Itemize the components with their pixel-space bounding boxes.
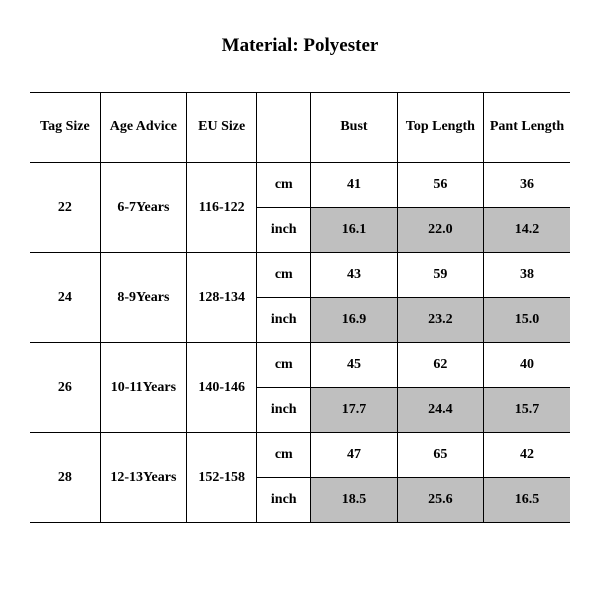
cell-eu-size: 116-122 [187, 163, 257, 253]
cell-eu-size: 140-146 [187, 343, 257, 433]
cell-pant-cm: 38 [484, 253, 570, 298]
cell-top-cm: 65 [397, 433, 483, 478]
cell-unit-cm: cm [257, 253, 311, 298]
cell-eu-size: 152-158 [187, 433, 257, 523]
cell-bust-cm: 45 [311, 343, 397, 388]
cell-top-inch: 24.4 [397, 388, 483, 433]
page: Material: Polyester Tag Size Age Advice … [0, 0, 600, 600]
cell-bust-inch: 18.5 [311, 478, 397, 523]
col-top-length: Top Length [397, 93, 483, 163]
cell-bust-inch: 17.7 [311, 388, 397, 433]
cell-bust-cm: 47 [311, 433, 397, 478]
cell-tag-size: 22 [30, 163, 100, 253]
col-bust: Bust [311, 93, 397, 163]
cell-bust-cm: 41 [311, 163, 397, 208]
cell-unit-cm: cm [257, 433, 311, 478]
cell-bust-inch: 16.1 [311, 208, 397, 253]
cell-age-advice: 6-7Years [100, 163, 186, 253]
cell-unit-inch: inch [257, 478, 311, 523]
cell-age-advice: 12-13Years [100, 433, 186, 523]
cell-unit-inch: inch [257, 298, 311, 343]
cell-top-inch: 22.0 [397, 208, 483, 253]
cell-top-cm: 62 [397, 343, 483, 388]
cell-unit-cm: cm [257, 343, 311, 388]
col-pant-length: Pant Length [484, 93, 570, 163]
cell-unit-cm: cm [257, 163, 311, 208]
cell-bust-inch: 16.9 [311, 298, 397, 343]
cell-top-inch: 25.6 [397, 478, 483, 523]
col-tag-size: Tag Size [30, 93, 100, 163]
col-unit [257, 93, 311, 163]
cell-unit-inch: inch [257, 388, 311, 433]
cell-age-advice: 10-11Years [100, 343, 186, 433]
cell-unit-inch: inch [257, 208, 311, 253]
cell-pant-inch: 14.2 [484, 208, 570, 253]
cell-pant-cm: 36 [484, 163, 570, 208]
cell-pant-cm: 40 [484, 343, 570, 388]
cell-top-cm: 56 [397, 163, 483, 208]
cell-top-inch: 23.2 [397, 298, 483, 343]
cell-pant-inch: 15.7 [484, 388, 570, 433]
col-age-advice: Age Advice [100, 93, 186, 163]
table-row: 2812-13Years152-158cm476542 [30, 433, 570, 478]
table-body: 226-7Years116-122cm415636inch16.122.014.… [30, 163, 570, 523]
table-header-row: Tag Size Age Advice EU Size Bust Top Len… [30, 93, 570, 163]
cell-tag-size: 28 [30, 433, 100, 523]
cell-eu-size: 128-134 [187, 253, 257, 343]
cell-tag-size: 24 [30, 253, 100, 343]
material-title: Material: Polyester [30, 35, 570, 57]
table-row: 2610-11Years140-146cm456240 [30, 343, 570, 388]
cell-age-advice: 8-9Years [100, 253, 186, 343]
size-chart-table: Tag Size Age Advice EU Size Bust Top Len… [30, 92, 570, 523]
table-row: 226-7Years116-122cm415636 [30, 163, 570, 208]
cell-top-cm: 59 [397, 253, 483, 298]
table-row: 248-9Years128-134cm435938 [30, 253, 570, 298]
cell-pant-inch: 15.0 [484, 298, 570, 343]
col-eu-size: EU Size [187, 93, 257, 163]
cell-pant-cm: 42 [484, 433, 570, 478]
cell-pant-inch: 16.5 [484, 478, 570, 523]
cell-tag-size: 26 [30, 343, 100, 433]
cell-bust-cm: 43 [311, 253, 397, 298]
